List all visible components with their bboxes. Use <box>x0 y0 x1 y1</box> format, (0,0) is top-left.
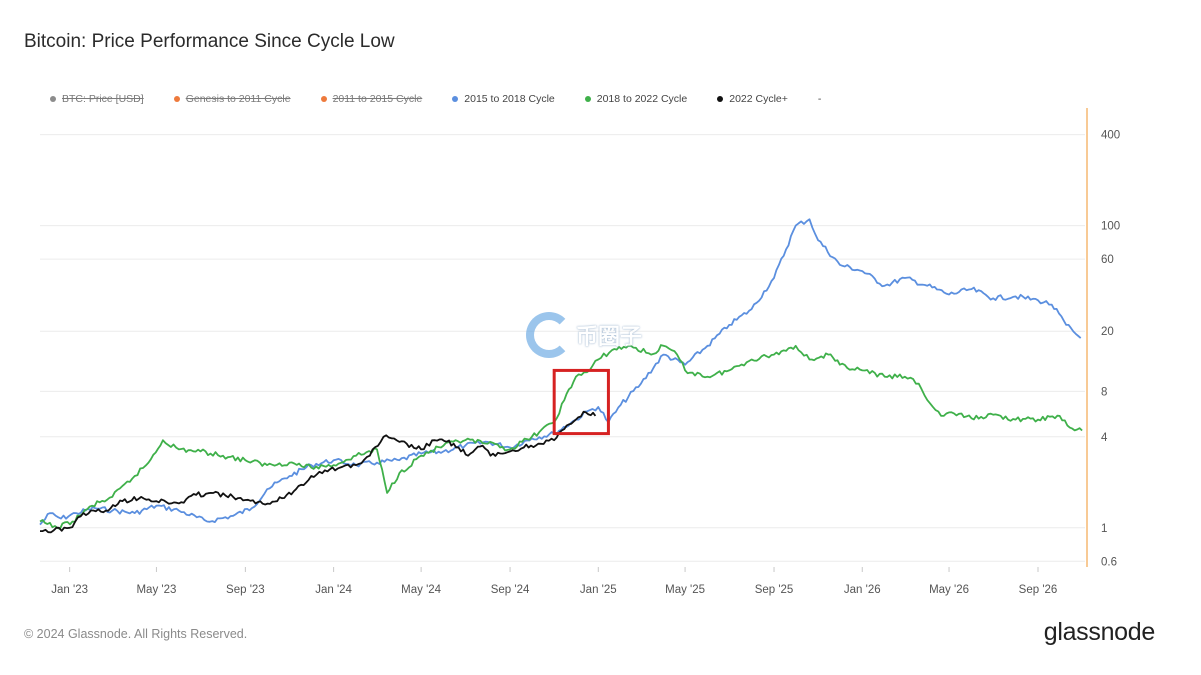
x-tick-label: Sep '26 <box>1019 584 1058 596</box>
y-tick-label: 4 <box>1101 432 1108 444</box>
legend-dot-icon <box>50 96 56 102</box>
legend-dot-icon <box>320 96 327 102</box>
x-tick-label: Jan '26 <box>844 584 881 596</box>
legend-label: 2015 to 2018 Cycle <box>464 93 555 105</box>
series-line-2 <box>40 410 597 534</box>
x-tick-label: Jan '25 <box>580 584 617 596</box>
legend-item-dash[interactable]: - <box>818 93 822 105</box>
brand-logo: glassnode <box>1043 618 1156 646</box>
chart-title: Bitcoin: Price Performance Since Cycle L… <box>24 31 395 52</box>
legend-label: BTC: Price [USD] <box>62 93 144 105</box>
x-axis: Jan '23 May '23 Sep '23 Jan '24 May '24 Sep '… <box>51 567 1057 596</box>
legend-item-2018-2022[interactable]: 2018 to 2022 Cycle <box>584 93 688 105</box>
series-layer <box>39 218 1083 534</box>
watermark-logo-icon <box>526 312 572 358</box>
x-tick-label: May '24 <box>401 584 442 596</box>
x-tick-label: Sep '25 <box>755 584 794 596</box>
legend-item-2015-2018[interactable]: 2015 to 2018 Cycle <box>452 93 555 105</box>
x-tick-label: Jan '23 <box>51 584 88 596</box>
watermark-text: 币圈子 <box>576 325 643 350</box>
highlight-box <box>552 368 610 436</box>
highlight-layer <box>552 368 610 436</box>
legend-label: - <box>817 93 822 105</box>
legend-dot-icon <box>717 96 724 102</box>
legend-item-2011-2015[interactable]: 2011 to 2015 Cycle <box>320 93 423 105</box>
x-tick-label: May '25 <box>665 584 705 596</box>
legend-item-genesis-2011[interactable]: Genesis to 2011 Cycle <box>173 93 291 105</box>
x-tick-label: Jan '24 <box>315 584 352 596</box>
series-line-0 <box>39 218 1082 526</box>
legend-label: Genesis to 2011 Cycle <box>185 93 291 105</box>
legend-label: 2018 to 2022 Cycle <box>596 93 688 105</box>
x-tick-label: Sep '24 <box>491 584 530 596</box>
copyright-footer: © 2024 Glassnode. All Rights Reserved. <box>24 627 248 641</box>
y-tick-label: 60 <box>1101 254 1114 266</box>
y-tick-label: 0.6 <box>1101 556 1117 568</box>
legend-dot-icon <box>452 96 459 102</box>
y-tick-label: 100 <box>1101 221 1120 233</box>
chart-legend: BTC: Price [USD] Genesis to 2011 Cycle 2… <box>50 92 851 106</box>
y-tick-label: 400 <box>1101 130 1120 142</box>
legend-label: 2011 to 2015 Cycle <box>332 93 423 105</box>
watermark: 币圈子 <box>526 312 642 358</box>
legend-dot-icon <box>584 96 591 102</box>
y-tick-label: 8 <box>1101 386 1107 398</box>
y-axis: 0.6 1 4 8 20 60 100 400 <box>1101 130 1120 569</box>
legend-label: 2022 Cycle+ <box>729 93 788 105</box>
legend-item-btc-price[interactable]: BTC: Price [USD] <box>50 93 144 105</box>
legend-dot-icon <box>173 96 180 102</box>
x-tick-label: Sep '23 <box>226 584 265 596</box>
x-tick-label: May '23 <box>136 584 176 596</box>
grid-lines <box>40 134 1085 562</box>
legend-item-2022-cycle[interactable]: 2022 Cycle+ <box>717 93 788 105</box>
series-line-1 <box>39 344 1083 530</box>
y-tick-label: 1 <box>1101 523 1107 535</box>
y-tick-label: 20 <box>1101 326 1114 338</box>
x-tick-label: May '26 <box>929 584 969 596</box>
